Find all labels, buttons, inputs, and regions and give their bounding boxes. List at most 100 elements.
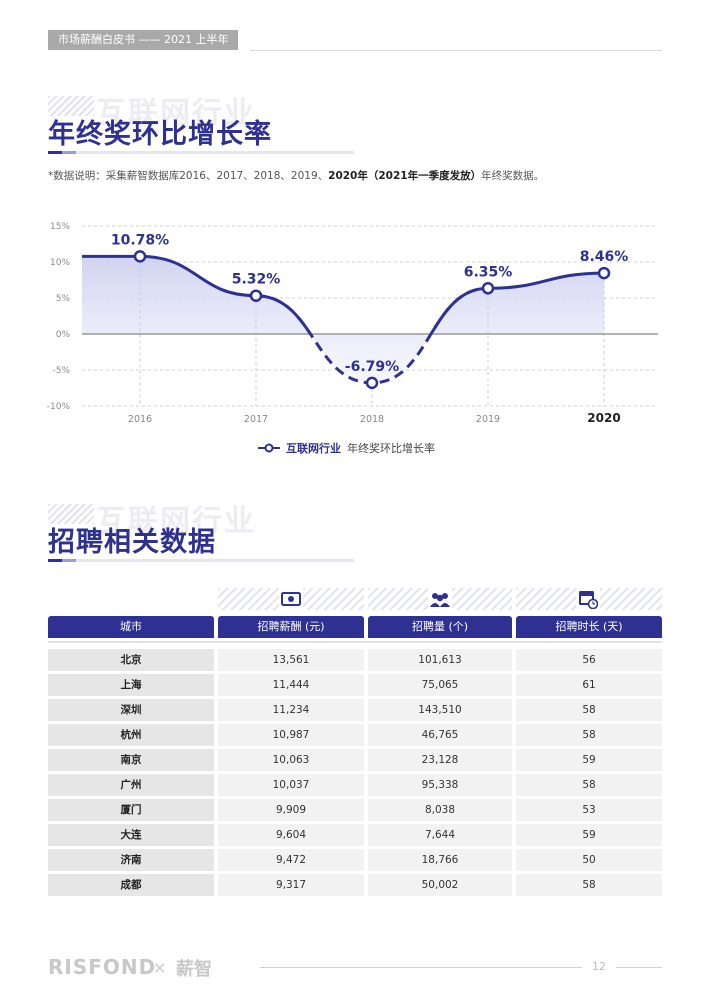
cell-city: 上海 [48,674,214,696]
cell-volume: 143,510 [368,699,512,721]
cell-salary: 9,604 [218,824,364,846]
col-header-duration: 招聘时长 (天) [516,616,662,638]
x-tick-label: 2019 [476,414,500,425]
table-row: 北京 13,561 101,613 56 [0,649,710,671]
section-watermark: 互联网行业 [96,96,256,131]
xinzhi-logo: 薪智 [176,959,212,980]
note-prefix: *数据说明：采集薪智数据库2016、2017、2018、2019、 [48,170,329,182]
cell-duration: 58 [516,774,662,796]
col-header-city: 城市 [48,616,214,638]
cell-volume: 50,002 [368,874,512,896]
cell-city: 广州 [48,774,214,796]
title-underline [48,559,354,562]
table-row: 杭州 10,987 46,765 58 [0,724,710,746]
cell-salary: 9,472 [218,849,364,871]
x-tick-label: 2017 [244,414,268,425]
section-watermark: 互联网行业 [96,504,256,539]
cell-duration: 59 [516,824,662,846]
data-label: 5.32% [232,272,281,288]
area-fill [82,256,604,383]
cell-volume: 18,766 [368,849,512,871]
watermark-hatch [48,96,94,116]
legend-metric-label: 年终奖环比增长率 [347,442,435,455]
cell-volume: 95,338 [368,774,512,796]
table-row: 上海 11,444 75,065 61 [0,674,710,696]
logo-separator: × [153,958,167,977]
y-tick-label: -5% [52,366,70,376]
data-note: *数据说明：采集薪智数据库2016、2017、2018、2019、2020年（2… [48,168,544,183]
cell-salary: 9,909 [218,799,364,821]
cell-duration: 59 [516,749,662,771]
data-label: 10.78% [111,232,169,248]
calendar-clock-icon [576,588,600,610]
series-line [82,254,257,298]
y-tick-label: -10% [47,402,71,412]
footer-rule [260,967,582,968]
table-row: 济南 9,472 18,766 50 [0,849,710,871]
cell-city: 北京 [48,649,214,671]
cell-duration: 58 [516,874,662,896]
cell-duration: 58 [516,699,662,721]
cell-volume: 46,765 [368,724,512,746]
cell-volume: 75,065 [368,674,512,696]
cell-salary: 10,063 [218,749,364,771]
series-line [255,286,489,334]
x-tick-label: 2020 [587,411,620,425]
cell-volume: 8,038 [368,799,512,821]
cell-duration: 50 [516,849,662,871]
cell-duration: 56 [516,649,662,671]
data-point [365,376,379,390]
cell-salary: 11,444 [218,674,364,696]
table-row: 南京 10,063 23,128 59 [0,749,710,771]
column-icons-row [0,588,710,614]
cell-volume: 23,128 [368,749,512,771]
cell-city: 南京 [48,749,214,771]
table-row: 广州 10,037 95,338 58 [0,774,710,796]
table-row: 深圳 11,234 143,510 58 [0,699,710,721]
y-tick-label: 10% [50,258,70,268]
col-header-salary: 招聘薪酬 (元) [218,616,364,638]
cell-city: 杭州 [48,724,214,746]
legend-series-label: 互联网行业 [286,442,341,455]
cell-duration: 58 [516,724,662,746]
cell-duration: 61 [516,674,662,696]
header-rule [250,50,662,51]
data-label: 6.35% [464,264,513,280]
col-header-volume: 招聘量 (个) [368,616,512,638]
table-row: 大连 9,604 7,644 59 [0,824,710,846]
legend-marker-icon [258,443,280,453]
note-suffix: 年终奖数据。 [481,170,545,182]
cell-volume: 101,613 [368,649,512,671]
cell-salary: 9,317 [218,874,364,896]
cell-city: 济南 [48,849,214,871]
data-point [481,282,495,295]
cell-city: 深圳 [48,699,214,721]
watermark-hatch [48,504,94,524]
series-line [487,271,605,290]
cell-salary: 10,987 [218,724,364,746]
note-bold: 2020年（2021年一季度发放） [328,170,482,182]
data-point [133,250,147,263]
cell-salary: 10,037 [218,774,364,796]
cell-salary: 13,561 [218,649,364,671]
chart-legend: 互联网行业 年终奖环比增长率 [258,440,435,456]
y-tick-label: 0% [56,330,71,340]
section-title: 年终奖环比增长率 [48,119,272,150]
page-number: 12 [592,960,606,973]
data-label: -6.79% [345,359,399,375]
risfond-logo: RISFOND [48,955,157,979]
table-row: 成都 9,317 50,002 58 [0,874,710,896]
money-icon [279,588,303,610]
section-title: 招聘相关数据 [48,527,216,558]
people-icon [428,588,452,610]
x-tick-label: 2018 [360,414,384,425]
y-tick-label: 5% [56,294,71,304]
y-tick-label: 15% [50,222,70,232]
table-row: 厦门 9,909 8,038 53 [0,799,710,821]
document-tag: 市场薪酬白皮书 —— 2021 上半年 [48,30,239,50]
cell-city: 大连 [48,824,214,846]
title-underline [48,151,354,154]
cell-salary: 11,234 [218,699,364,721]
data-point [249,289,263,302]
cell-city: 厦门 [48,799,214,821]
